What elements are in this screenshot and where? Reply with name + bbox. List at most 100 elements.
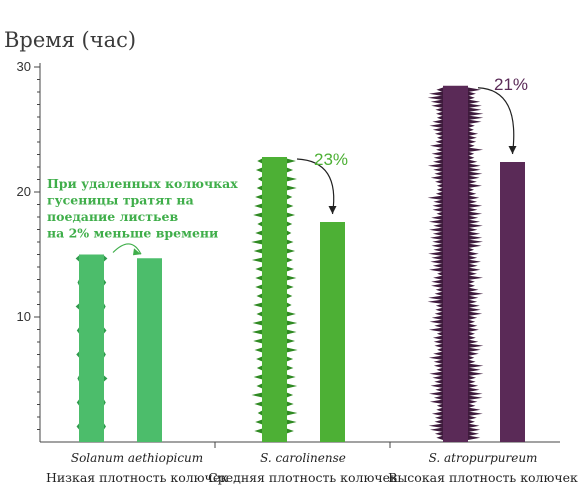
spine: [468, 235, 483, 240]
spine: [468, 363, 484, 368]
spine: [287, 176, 297, 182]
spine: [468, 267, 481, 272]
spine: [287, 302, 292, 308]
annotation-line: При удаленных колючках: [47, 176, 238, 191]
spine: [468, 155, 475, 160]
spine: [468, 315, 478, 320]
spine: [253, 374, 262, 380]
spine: [255, 167, 262, 173]
spine: [427, 195, 443, 200]
spine: [427, 95, 443, 100]
spine: [468, 147, 484, 152]
arrow-head: [508, 146, 517, 154]
spine: [428, 91, 443, 96]
spine: [468, 223, 483, 228]
spine: [254, 347, 262, 353]
spine: [468, 87, 482, 92]
spine: [468, 391, 483, 396]
spine: [76, 423, 79, 430]
spine: [468, 103, 482, 108]
spine: [428, 423, 443, 428]
spine: [104, 279, 107, 286]
spine: [468, 331, 475, 336]
bar-with-spines: [262, 157, 287, 442]
spine: [430, 99, 443, 104]
spine: [468, 375, 477, 380]
spine: [77, 279, 79, 286]
spine: [434, 291, 443, 296]
spine: [468, 411, 483, 416]
spine: [435, 387, 443, 392]
spine: [468, 167, 481, 172]
spine: [287, 293, 293, 299]
spine: [104, 327, 107, 334]
spine: [255, 194, 262, 200]
spine: [287, 275, 297, 281]
spine: [468, 403, 476, 408]
spine: [468, 187, 475, 192]
spine: [434, 379, 443, 384]
spine: [468, 347, 481, 352]
spine: [434, 311, 443, 316]
spine: [287, 194, 293, 200]
change-label: 21%: [494, 75, 528, 94]
spine: [287, 185, 297, 191]
spine: [432, 119, 443, 124]
spine: [468, 395, 483, 400]
spine: [431, 215, 443, 220]
spine: [432, 335, 443, 340]
change-label: 23%: [314, 150, 348, 169]
spine: [434, 419, 443, 424]
spine: [436, 87, 443, 92]
spine: [435, 191, 443, 196]
spine: [287, 365, 294, 371]
spine: [468, 275, 484, 280]
spine: [256, 356, 262, 362]
spine: [468, 107, 482, 112]
spine: [436, 407, 443, 412]
spine: [287, 374, 296, 380]
density-label: Средняя плотность колючек: [208, 470, 398, 485]
spine: [468, 127, 474, 132]
spine: [257, 221, 262, 227]
annotation-line: гусеницы тратят на: [47, 193, 194, 208]
spine: [437, 135, 443, 140]
spine: [468, 195, 480, 200]
spine: [255, 419, 262, 425]
spine: [468, 319, 476, 324]
spine: [254, 428, 262, 434]
change-arrow: [112, 243, 142, 255]
change-arrow: [296, 158, 335, 215]
spine: [433, 199, 443, 204]
spine: [468, 251, 479, 256]
spine: [468, 91, 476, 96]
spine: [468, 279, 475, 284]
spine: [468, 183, 482, 188]
spine: [468, 431, 480, 436]
species-label: S. atropurpureum: [429, 451, 538, 465]
spine: [436, 211, 443, 216]
spine: [435, 179, 443, 184]
axes: 10 20 30: [17, 59, 560, 448]
y-tick-label: 10: [17, 309, 31, 324]
spine: [468, 131, 479, 136]
spine: [432, 203, 443, 208]
spine: [468, 423, 480, 428]
density-label: Низкая плотность колючек: [46, 470, 228, 485]
spine: [433, 275, 443, 280]
spine: [431, 315, 443, 320]
spine: [468, 163, 481, 168]
spine: [468, 95, 475, 100]
spine: [287, 329, 297, 335]
spine: [428, 219, 443, 224]
spine: [433, 339, 443, 344]
spine: [435, 139, 443, 144]
spine: [430, 259, 443, 264]
spine: [430, 383, 443, 388]
spine: [255, 266, 262, 272]
bar-with-spines: [443, 85, 468, 442]
spine: [427, 299, 443, 304]
spine: [428, 391, 443, 396]
spine: [468, 351, 479, 356]
spine: [431, 103, 443, 108]
